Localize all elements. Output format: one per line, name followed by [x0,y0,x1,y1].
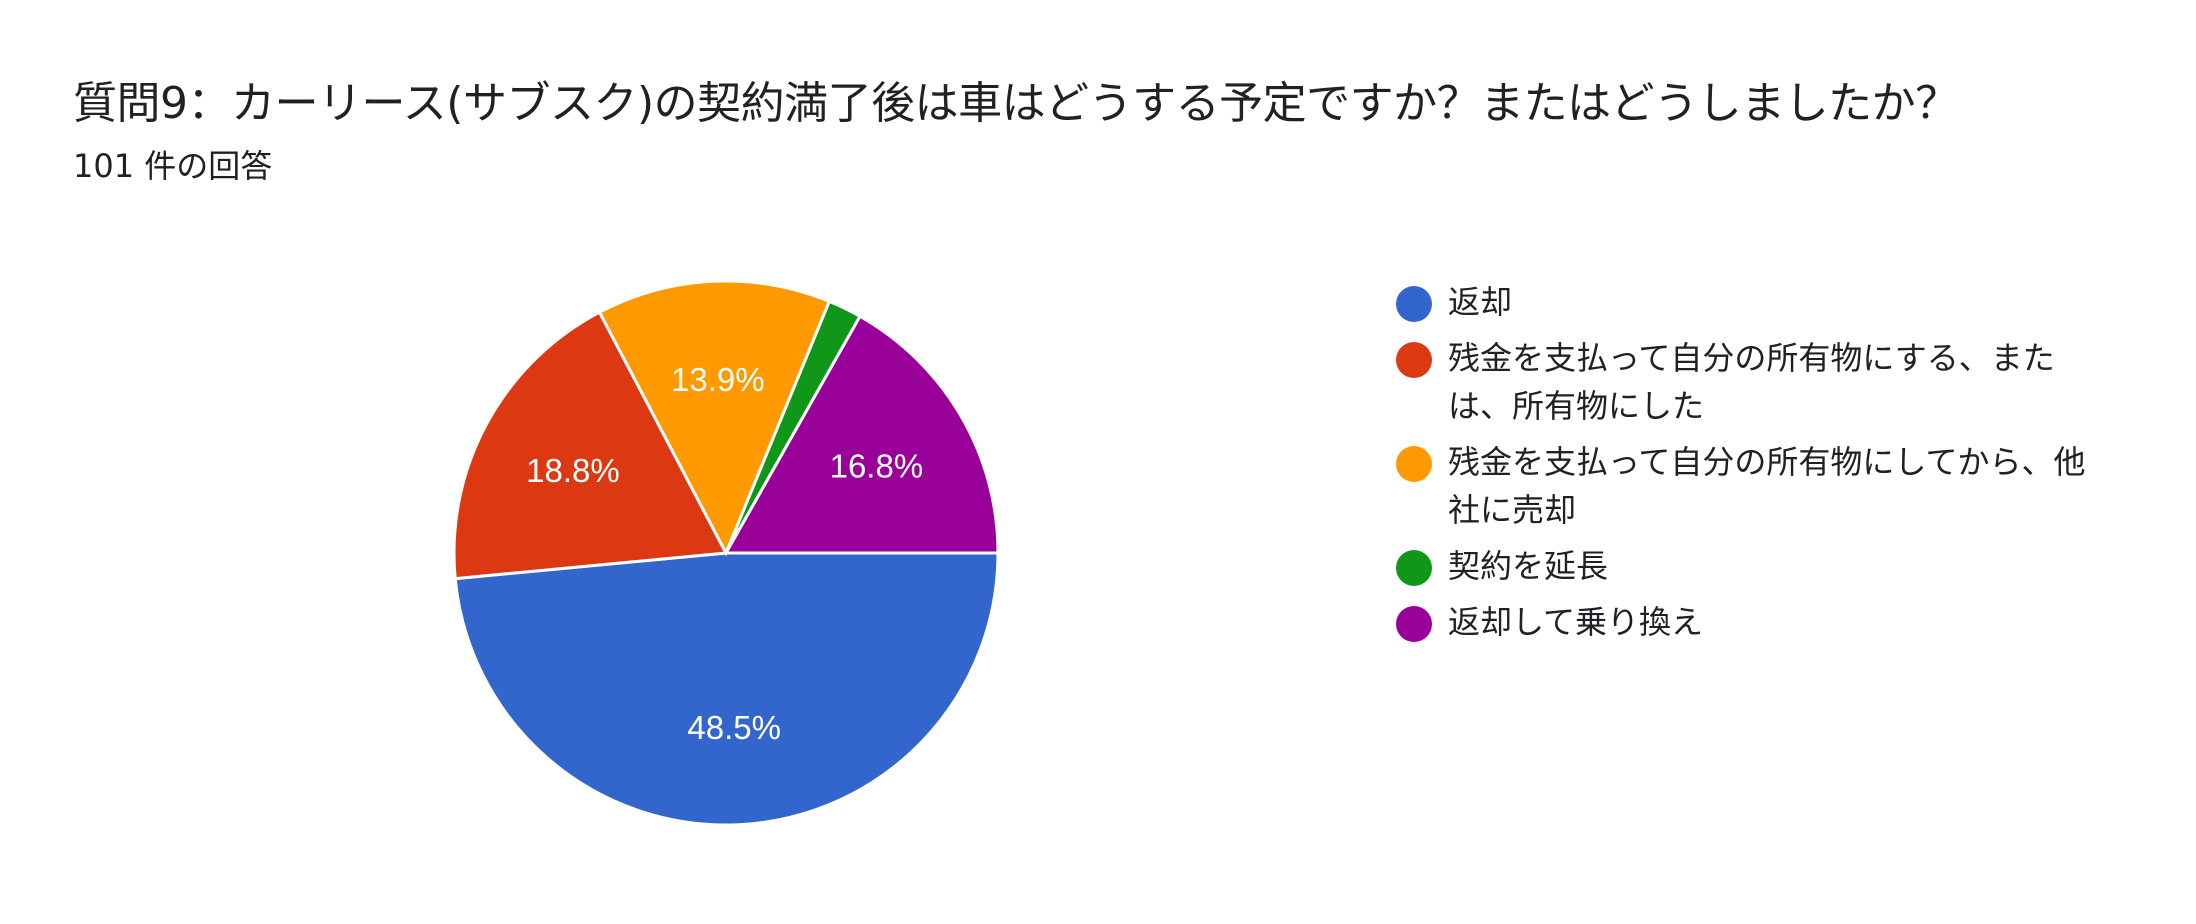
legend-item-return[interactable]: 返却 [1396,278,2116,326]
chart-title: 質問9：カーリース(サブスク)の契約満了後は車はどうする予定ですか？またはどうし… [73,78,1959,129]
legend-label: 残金を支払って自分の所有物にする、または、所有物にした [1448,339,2055,425]
slice-percent-label: 13.9% [671,361,765,398]
slice-percent-label: 48.5% [687,709,781,746]
legend-swatch-icon [1396,550,1432,586]
legend-swatch-icon [1396,342,1432,378]
slice-percent-label: 18.8% [526,452,620,489]
legend-label: 返却して乗り換え [1448,603,1704,641]
chart-legend: 返却 残金を支払って自分の所有物にする、または、所有物にした 残金を支払って自分… [1396,278,2116,654]
legend-item-return-switch[interactable]: 返却して乗り換え [1396,598,2116,646]
legend-swatch-icon [1396,606,1432,642]
legend-label: 契約を延長 [1448,547,1609,585]
legend-label: 残金を支払って自分の所有物にしてから、他社に売却 [1448,443,2086,529]
pie-slice-buyout-keep[interactable] [452,310,729,581]
pie-slice-return[interactable] [453,551,1000,827]
legend-swatch-icon [1396,446,1432,482]
legend-label: 返却 [1448,283,1513,321]
pie-slice-buyout-sell[interactable] [597,279,832,557]
legend-item-buyout-keep[interactable]: 残金を支払って自分の所有物にする、または、所有物にした [1396,334,2116,430]
legend-swatch-icon [1396,286,1432,322]
slice-percent-label: 16.8% [830,447,924,484]
legend-item-buyout-sell[interactable]: 残金を支払って自分の所有物にしてから、他社に売却 [1396,438,2116,534]
pie-chart: 48.5% 18.8% 13.9% 16.8% [452,279,1000,827]
pie-slice-return-switch[interactable] [723,314,1000,555]
legend-item-extend[interactable]: 契約を延長 [1396,542,2116,590]
response-count: 101 件の回答 [73,147,273,185]
